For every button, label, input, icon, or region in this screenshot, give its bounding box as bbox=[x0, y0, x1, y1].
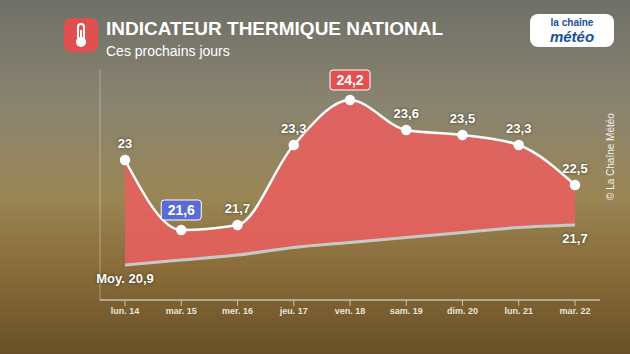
svg-text:lun. 14: lun. 14 bbox=[111, 306, 140, 316]
html-text:météo: météo bbox=[549, 28, 595, 45]
svg-text:lun. 21: lun. 21 bbox=[504, 306, 533, 316]
svg-text:21,7: 21,7 bbox=[562, 231, 587, 246]
svg-text:ven. 18: ven. 18 bbox=[335, 306, 366, 316]
svg-text:Moy. 20,9: Moy. 20,9 bbox=[96, 271, 154, 286]
svg-text:23: 23 bbox=[118, 136, 132, 151]
svg-text:22,5: 22,5 bbox=[562, 161, 587, 176]
html-text:INDICATEUR THERMIQUE NATIONAL: INDICATEUR THERMIQUE NATIONAL bbox=[106, 18, 444, 39]
svg-text:23,3: 23,3 bbox=[281, 121, 306, 136]
svg-text:dim. 20: dim. 20 bbox=[447, 306, 478, 316]
svg-text:21,7: 21,7 bbox=[225, 201, 250, 216]
html-text:Ces prochains jours: Ces prochains jours bbox=[106, 43, 230, 59]
svg-text:23,5: 23,5 bbox=[450, 111, 475, 126]
svg-text:jeu. 17: jeu. 17 bbox=[279, 306, 308, 316]
svg-text:mer. 16: mer. 16 bbox=[222, 306, 253, 316]
svg-text:mar. 15: mar. 15 bbox=[166, 306, 197, 316]
svg-text:23,6: 23,6 bbox=[394, 106, 419, 121]
svg-text:mar. 22: mar. 22 bbox=[559, 306, 590, 316]
svg-text:sam. 19: sam. 19 bbox=[390, 306, 423, 316]
html-text:la chaîne: la chaîne bbox=[550, 17, 594, 28]
svg-text:23,3: 23,3 bbox=[506, 121, 531, 136]
svg-text:24,2: 24,2 bbox=[336, 72, 363, 88]
html-text:© La Chaîne Météo: © La Chaîne Météo bbox=[605, 113, 616, 200]
svg-text:21,6: 21,6 bbox=[168, 202, 195, 218]
